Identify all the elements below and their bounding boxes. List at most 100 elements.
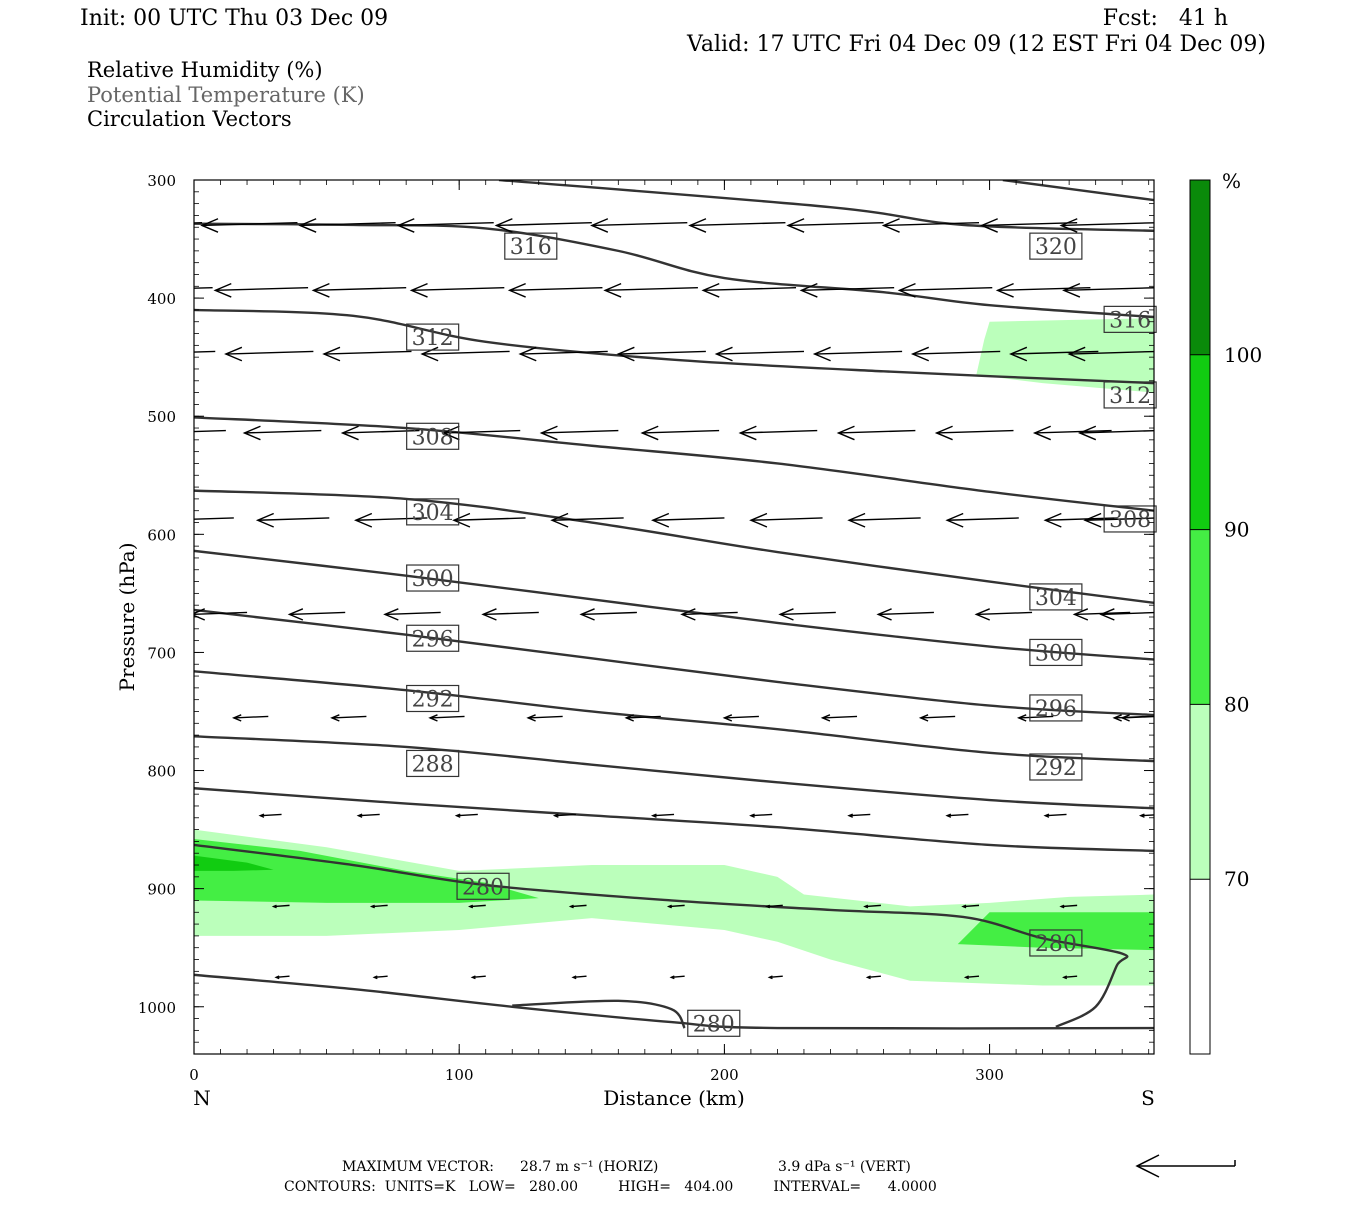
theta-contour (194, 735, 1154, 810)
theta-contour (498, 180, 1154, 232)
x-tick-label: 200 (710, 1066, 739, 1084)
colorbar: 70 80 90 100 (1189, 179, 1262, 1055)
svg-text:300: 300 (1035, 641, 1077, 666)
svg-text:300: 300 (412, 567, 454, 592)
colorbar-segment (1190, 529, 1210, 705)
colorbar-segment (1190, 879, 1210, 1054)
circulation-vector (847, 512, 921, 528)
svg-text:280: 280 (1035, 932, 1077, 957)
circulation-vector (995, 282, 1091, 298)
svg-text:296: 296 (1035, 697, 1077, 722)
contour-label: 300 (1029, 638, 1083, 666)
colorbar-label: 80 (1224, 692, 1249, 716)
circulation-vector (820, 714, 858, 722)
circulation-vector (330, 714, 367, 722)
svg-text:308: 308 (1109, 508, 1151, 533)
circulation-vector (518, 346, 608, 362)
theta-contour (512, 999, 686, 1029)
forecast-hour: Fcst: 41 h (1103, 6, 1228, 31)
rh-region (194, 855, 274, 871)
svg-text:304: 304 (1035, 586, 1077, 611)
init-time: Init: 00 UTC Thu 03 Dec 09 (80, 6, 388, 31)
circulation-vector (452, 512, 526, 528)
circulation-vector (494, 218, 592, 233)
circulation-vector (1120, 714, 1154, 722)
legend-line-vectors: Circulation Vectors (87, 107, 292, 131)
x-end-label-north: N (193, 1086, 211, 1110)
circulation-vector (231, 714, 269, 722)
circulation-vector (876, 608, 934, 621)
max-vector-arrow (1135, 1154, 1236, 1178)
contour-label: 296 (406, 624, 460, 652)
y-tick-label: 800 (147, 763, 176, 781)
contour-label: 312 (1103, 381, 1157, 409)
circulation-vector (194, 286, 213, 289)
circulation-vector (765, 904, 783, 909)
contour-label: 312 (406, 323, 460, 351)
legend-line-rh: Relative Humidity (%) (87, 58, 323, 82)
circulation-vector (778, 608, 836, 621)
circulation-vector (1138, 813, 1154, 818)
y-tick-label: 400 (147, 290, 176, 308)
circulation-vector (383, 608, 441, 621)
colorbar-unit: % (1222, 169, 1241, 193)
circulation-vector (738, 425, 818, 441)
circulation-vector (799, 282, 895, 298)
circulation-vector (669, 975, 685, 980)
circulation-vector (356, 813, 380, 818)
contour-label: 308 (1103, 505, 1157, 533)
svg-text:280: 280 (693, 1012, 735, 1037)
contour-label: 280 (1029, 929, 1083, 957)
x-tick-label: 100 (445, 1066, 474, 1084)
colorbar-label: 100 (1224, 343, 1262, 367)
circulation-vector (640, 425, 720, 441)
circulation-vector (354, 512, 428, 528)
contour-label: 288 (406, 749, 460, 777)
circulation-vector (616, 346, 706, 362)
circulation-vector (194, 517, 234, 520)
colorbar-label: 90 (1224, 518, 1249, 542)
circulation-vector (441, 425, 521, 441)
theta-contour (194, 549, 1154, 661)
circulation-vector (428, 714, 465, 722)
circulation-vector (550, 512, 624, 528)
circulation-vector (194, 429, 226, 433)
x-end-label-south: S (1141, 1086, 1155, 1110)
theta-contour (194, 670, 1154, 763)
circulation-vector (1032, 425, 1112, 441)
circulation-vector (812, 346, 903, 362)
circulation-vector (701, 282, 797, 298)
contour-label: 300 (406, 564, 460, 592)
circulation-vector (624, 714, 661, 722)
circulation-vector (1067, 346, 1154, 362)
circulation-vector (910, 346, 1001, 362)
circulation-vector (539, 425, 619, 441)
contour-label: 304 (406, 498, 460, 526)
axes: 300 400 500 600 700 800 900 1000 0 100 200 300 (138, 172, 1154, 1084)
x-tick-label: 0 (189, 1066, 199, 1084)
svg-text:292: 292 (1035, 756, 1077, 781)
circulation-vector (372, 975, 388, 980)
circulation-vector (194, 608, 248, 621)
circulation-vector (224, 346, 314, 362)
circulation-vector (507, 282, 603, 298)
circulation-vector (1043, 813, 1067, 818)
circulation-vector (961, 904, 980, 909)
circulation-vector (481, 608, 539, 621)
valid-time: Valid: 17 UTC Fri 04 Dec 09 (12 EST Fri … (686, 32, 1266, 57)
svg-text:280: 280 (462, 875, 504, 900)
circulation-vector (1043, 512, 1117, 528)
svg-text:292: 292 (412, 687, 454, 712)
svg-text:304: 304 (412, 501, 454, 526)
circulation-vector (863, 904, 881, 909)
circulation-vector (688, 218, 786, 233)
circulation-vectors (194, 218, 1154, 980)
contour-label: 280 (456, 872, 510, 900)
circulation-vector (651, 512, 725, 528)
contour-label: 316 (504, 232, 558, 260)
circulation-vector (1059, 218, 1154, 233)
theta-contour (194, 843, 1129, 1028)
svg-text:308: 308 (412, 425, 454, 450)
circulation-vector (571, 975, 587, 980)
circulation-vector (568, 904, 587, 909)
